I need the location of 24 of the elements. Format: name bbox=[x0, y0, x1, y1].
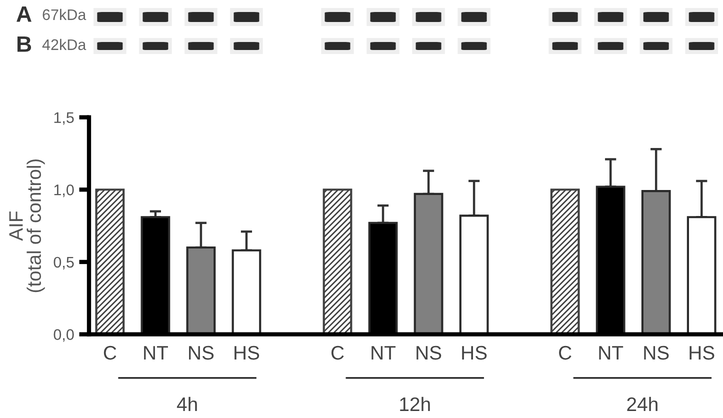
y-tick-label: 1,5 bbox=[54, 112, 74, 125]
x-tick-label: NT bbox=[372, 346, 396, 360]
x-tick-label: C bbox=[331, 346, 344, 360]
x-tick-label: NT bbox=[599, 346, 624, 360]
y-tick-label: 1,0 bbox=[54, 184, 74, 198]
x-tick-label: NS bbox=[416, 346, 442, 360]
y-axis-title: AIF (total of control) bbox=[9, 159, 45, 292]
text: 4h bbox=[176, 396, 197, 411]
y-tick-label: 0,0 bbox=[54, 329, 74, 342]
text: A bbox=[16, 6, 32, 22]
x-tick-label: NT bbox=[144, 346, 168, 360]
text: 12h bbox=[400, 396, 430, 411]
x-tick-label: HS bbox=[690, 346, 714, 360]
text: 67kDa bbox=[42, 8, 86, 20]
x-tick-label: C bbox=[559, 346, 572, 360]
x-tick-label: NS bbox=[644, 346, 669, 360]
text: 24h bbox=[627, 396, 658, 411]
x-tick-label: NS bbox=[189, 346, 214, 360]
x-tick-label: C bbox=[104, 346, 116, 360]
x-tick-label: HS bbox=[234, 346, 260, 360]
x-tick-label: HS bbox=[462, 346, 487, 360]
text: 42kDa bbox=[42, 38, 86, 50]
text: B bbox=[17, 36, 32, 52]
y-tick-label: 0,5 bbox=[54, 256, 74, 270]
